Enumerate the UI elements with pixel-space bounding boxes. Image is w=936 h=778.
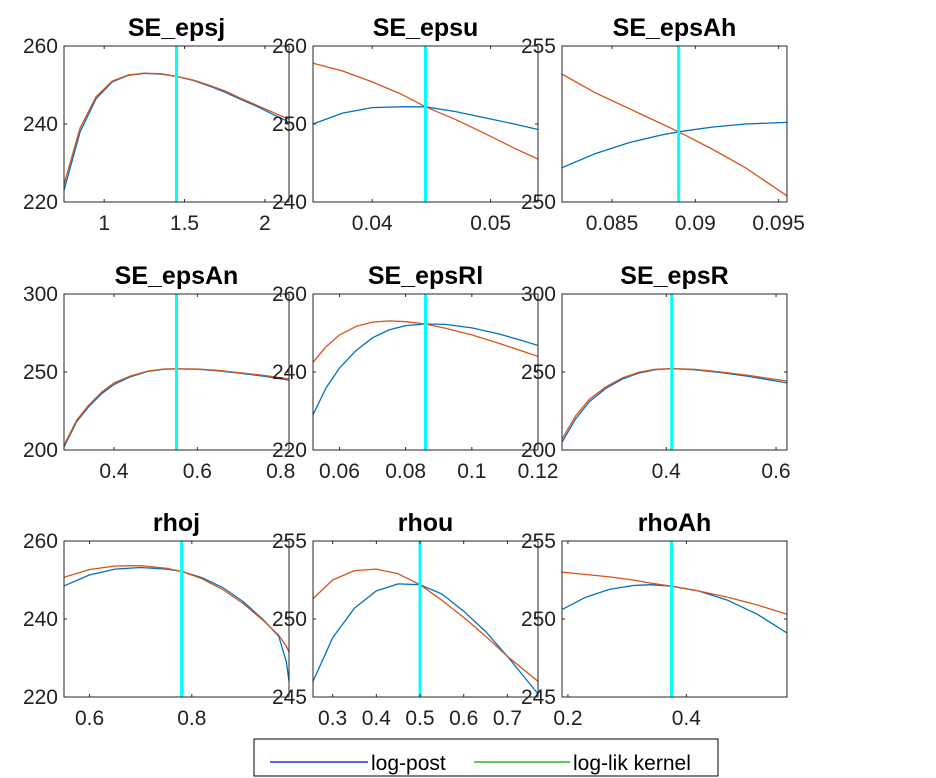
plot-area [562,541,787,697]
series-group [313,46,538,202]
series-line-log-post [313,323,538,416]
x-tick-label: 0.4 [362,707,392,730]
series-line-log-lik-kernel [562,73,787,197]
plot-area [64,541,289,697]
subplot-title: SE_epsRl [368,262,483,290]
subplot-title: rhoj [153,509,200,537]
series-line-log-lik-kernel [64,368,289,446]
y-tick-label: 260 [23,35,58,58]
subplot-title: SE_epsAh [613,14,737,42]
series-line-log-lik-kernel [313,320,538,363]
y-tick-label: 220 [272,439,307,462]
y-tick-label: 300 [521,283,556,306]
series-group [562,541,787,697]
legend: log-post log-lik kernel [253,738,719,777]
legend-label-log-post: log-post [371,752,446,775]
y-tick-label: 220 [23,191,58,214]
y-tick-label: 250 [23,361,58,384]
subplot-rhoj: 0.6 0.8 220 240 260 rhoj [23,509,290,730]
subplot-title: SE_epsj [128,14,225,42]
legend-label-log-lik-kernel: log-lik kernel [573,752,691,775]
y-tick-label: 240 [23,113,58,136]
y-tick-label: 245 [521,686,556,709]
series-line-log-lik-kernel [64,564,289,653]
y-tick-label: 260 [272,35,307,58]
y-tick-label: 200 [521,439,556,462]
y-tick-label: 255 [272,530,307,553]
y-tick-label: 250 [521,191,556,214]
y-tick-label: 300 [23,283,58,306]
x-tick-label: 1.5 [170,212,199,235]
y-tick-label: 260 [23,530,58,553]
plot-area [313,541,538,697]
subplot-title: rhoAh [638,509,712,537]
x-tick-label: 0.6 [75,707,104,730]
series-group [313,294,538,450]
x-tick-label: 0.5 [405,707,434,730]
x-tick-label: 0.085 [586,212,639,235]
x-tick-label: 0.4 [652,460,682,483]
y-tick-label: 250 [272,608,307,631]
subplot-title: SE_epsu [373,14,479,42]
y-tick-label: 240 [272,191,307,214]
series-line-log-lik-kernel [562,367,787,440]
y-tick-label: 255 [521,35,556,58]
subplot-se-epsj: 1 1.5 2 220 240 260 SE_epsj [23,14,290,235]
x-tick-label: 0.2 [553,707,582,730]
subplot-title: SE_epsR [620,262,728,290]
plot-area [562,294,787,450]
subplot-se-epsrl: 0.06 0.08 0.1 0.12 220 240 260 SE_epsRl [272,262,558,483]
x-tick-label: 2 [259,212,271,235]
y-tick-label: 255 [521,530,556,553]
y-tick-label: 250 [521,608,556,631]
x-tick-label: 0.06 [319,460,360,483]
y-tick-label: 240 [272,361,307,384]
subplot-rhou: 0.3 0.4 0.5 0.6 0.7 245 250 255 rhou [272,509,539,730]
y-tick-label: 250 [272,113,307,136]
x-tick-label: 0.4 [99,460,129,483]
subplot-se-epsr: 0.4 0.6 200 250 300 SE_epsR [521,262,791,483]
x-tick-label: 0.09 [675,212,716,235]
series-line-log-lik-kernel [562,571,787,615]
series-group [562,294,787,450]
y-tick-label: 250 [521,361,556,384]
axes-box [561,45,788,203]
subplot-se-epsah: 0.085 0.09 0.095 250 255 SE_epsAh [521,14,805,235]
series-group [64,46,289,202]
x-tick-label: 0.6 [183,460,212,483]
x-tick-label: 1 [98,212,110,235]
x-tick-label: 0.3 [318,707,347,730]
subplot-rhoah: 0.2 0.4 245 250 255 rhoAh [521,509,788,730]
subplot-se-epsu: 0.04 0.05 240 250 260 SE_epsu [272,14,539,235]
x-tick-label: 0.7 [493,707,522,730]
y-tick-label: 220 [23,686,58,709]
y-tick-label: 260 [272,283,307,306]
x-tick-label: 0.08 [385,460,426,483]
x-tick-label: 0.6 [449,707,478,730]
subplot-grid: 1 1.5 2 220 240 260 SE_epsj 0.04 0.05 240 250 260 SE… [23,14,805,730]
x-tick-label: 0.04 [352,212,393,235]
y-tick-label: 240 [23,608,58,631]
x-tick-label: 0.05 [470,212,511,235]
subplot-se-epsan: 0.4 0.6 0.8 200 250 300 SE_epsAn [23,262,295,483]
series-line-log-post [562,584,787,634]
x-tick-label: 0.6 [761,460,790,483]
subplot-title: rhou [398,509,454,537]
series-group [64,541,289,697]
x-tick-label: 0.095 [752,212,805,235]
x-tick-label: 0.8 [177,707,206,730]
series-group [64,294,289,450]
x-tick-label: 0.12 [518,460,559,483]
series-group [313,541,538,697]
x-tick-label: 0.4 [672,707,702,730]
series-line-log-post [562,121,787,169]
x-tick-label: 0.1 [457,460,486,483]
series-group [562,46,787,202]
y-tick-label: 200 [23,439,58,462]
y-tick-label: 245 [272,686,307,709]
legend-box [253,738,719,777]
subplot-title: SE_epsAn [115,262,239,290]
x-tick-label: 0.8 [266,460,295,483]
